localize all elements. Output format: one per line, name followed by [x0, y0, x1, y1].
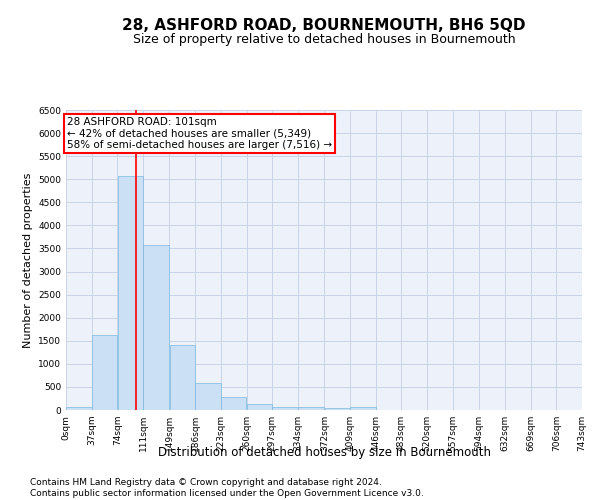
Bar [272, 406, 298, 410]
Text: 28, ASHFORD ROAD, BOURNEMOUTH, BH6 5QD: 28, ASHFORD ROAD, BOURNEMOUTH, BH6 5QD [122, 18, 526, 32]
Y-axis label: Number of detached properties: Number of detached properties [23, 172, 32, 348]
Bar [92, 335, 117, 410]
Bar [325, 408, 350, 410]
Bar [170, 346, 195, 410]
Text: Distribution of detached houses by size in Bournemouth: Distribution of detached houses by size … [157, 446, 491, 459]
Bar [350, 406, 376, 410]
Text: 28 ASHFORD ROAD: 101sqm
← 42% of detached houses are smaller (5,349)
58% of semi: 28 ASHFORD ROAD: 101sqm ← 42% of detache… [67, 117, 332, 150]
Bar [66, 406, 92, 410]
Text: Size of property relative to detached houses in Bournemouth: Size of property relative to detached ho… [133, 32, 515, 46]
Bar [247, 404, 272, 410]
Bar [118, 176, 143, 410]
Bar [196, 384, 221, 410]
Bar [221, 398, 247, 410]
Bar [298, 406, 324, 410]
Text: Contains HM Land Registry data © Crown copyright and database right 2024.
Contai: Contains HM Land Registry data © Crown c… [30, 478, 424, 498]
Bar [143, 245, 169, 410]
